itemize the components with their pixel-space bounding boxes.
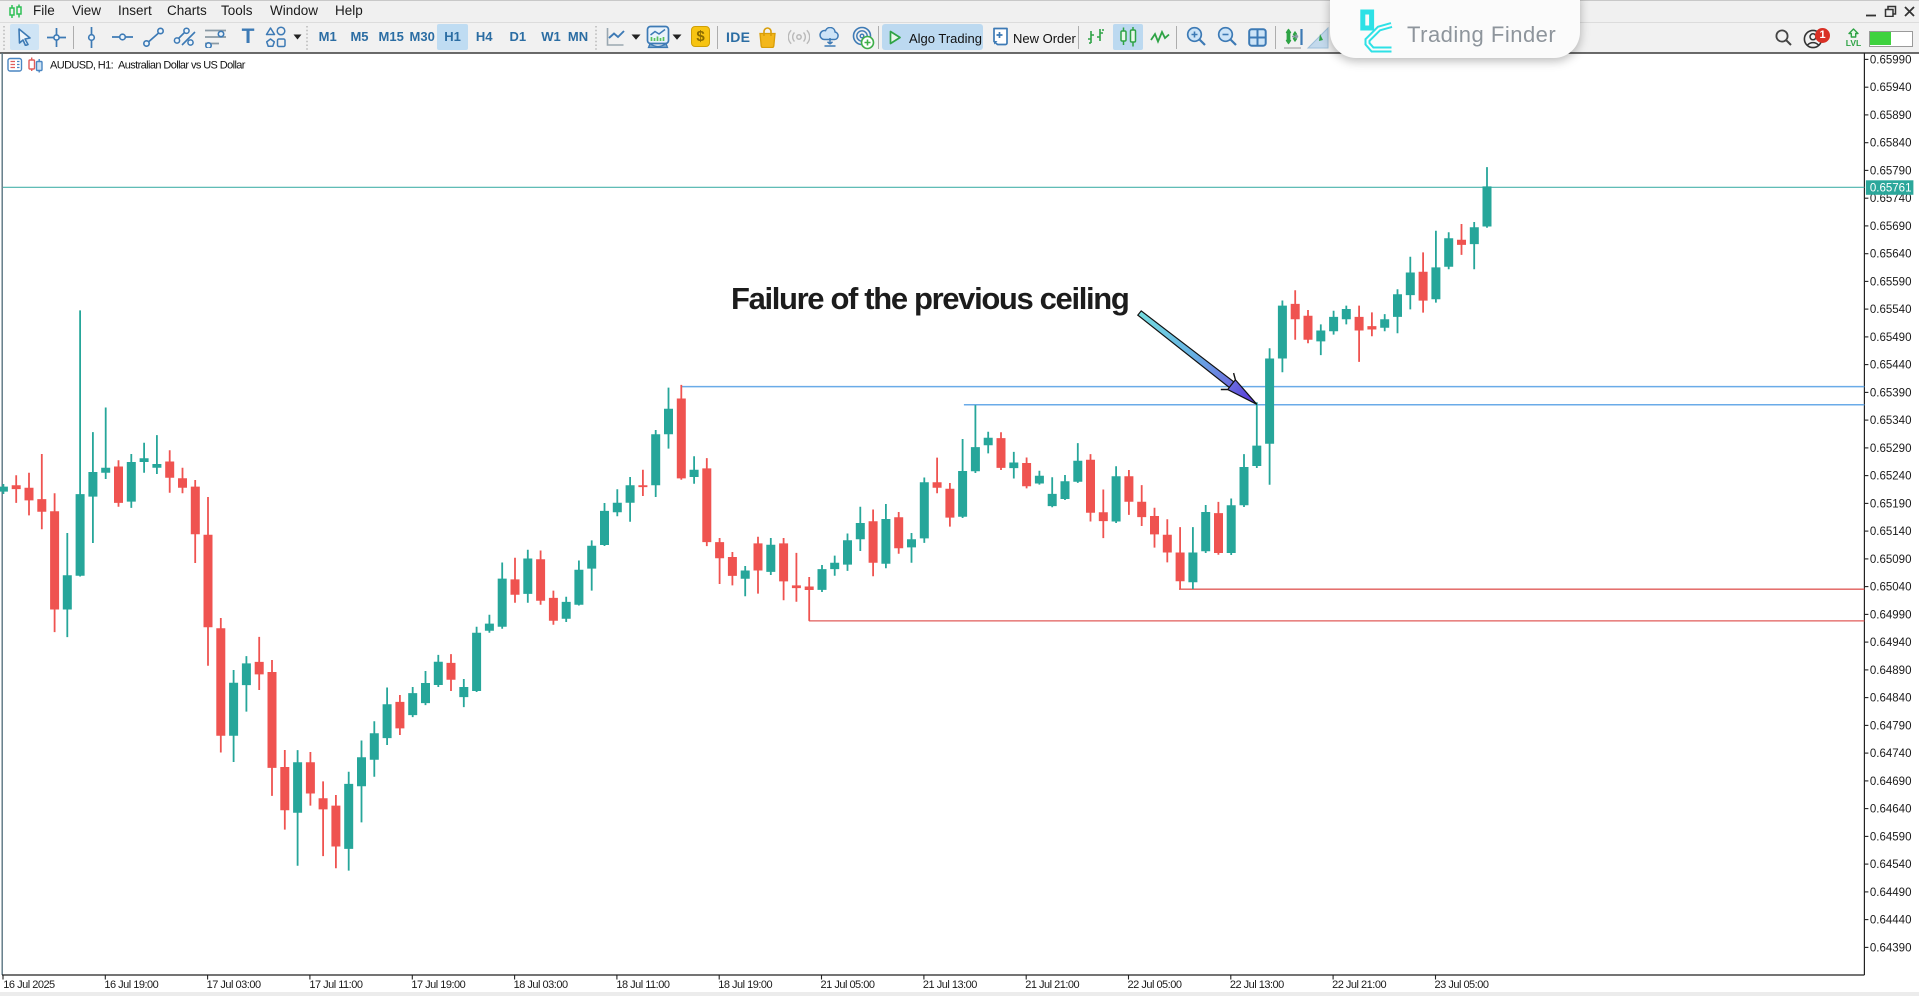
svg-text:0.65840: 0.65840 [1870,138,1912,150]
svg-text:0.65390: 0.65390 [1870,387,1912,399]
svg-text:0.64740: 0.64740 [1870,748,1912,760]
svg-text:0.64690: 0.64690 [1870,776,1912,788]
svg-text:0.65690: 0.65690 [1870,221,1912,233]
svg-text:22 Jul 05:00: 22 Jul 05:00 [1128,979,1182,991]
svg-text:0.65990: 0.65990 [1870,54,1912,66]
svg-text:LVL: LVL [1846,38,1861,47]
svg-text:23 Jul 05:00: 23 Jul 05:00 [1435,979,1489,991]
svg-text:18 Jul 11:00: 18 Jul 11:00 [616,979,670,991]
svg-text:0.64390: 0.64390 [1870,942,1912,954]
svg-text:0.65090: 0.65090 [1870,554,1912,566]
svg-text:0.65240: 0.65240 [1870,471,1912,483]
svg-text:0.64590: 0.64590 [1870,831,1912,843]
svg-text:0.65890: 0.65890 [1870,110,1912,122]
svg-text:22 Jul 21:00: 22 Jul 21:00 [1332,979,1386,991]
svg-text:0.64490: 0.64490 [1870,887,1912,899]
svg-text:22 Jul 13:00: 22 Jul 13:00 [1230,979,1284,991]
svg-text:0.64540: 0.64540 [1870,859,1912,871]
svg-text:17 Jul 03:00: 17 Jul 03:00 [207,979,261,991]
svg-text:0.65190: 0.65190 [1870,498,1912,510]
svg-text:21 Jul 21:00: 21 Jul 21:00 [1025,979,1079,991]
svg-text:18 Jul 19:00: 18 Jul 19:00 [718,979,772,991]
svg-text:17 Jul 11:00: 17 Jul 11:00 [309,979,363,991]
svg-text:0.65490: 0.65490 [1870,332,1912,344]
svg-text:0.65140: 0.65140 [1870,526,1912,538]
svg-text:0.65440: 0.65440 [1870,360,1912,372]
svg-text:0.64940: 0.64940 [1870,637,1912,649]
svg-text:Failure of the previous ceilin: Failure of the previous ceiling [731,281,1128,316]
svg-text:18 Jul 03:00: 18 Jul 03:00 [514,979,568,991]
svg-text:0.65340: 0.65340 [1870,415,1912,427]
svg-text:0.65540: 0.65540 [1870,304,1912,316]
svg-text:0.65740: 0.65740 [1870,193,1912,205]
svg-text:0.65590: 0.65590 [1870,276,1912,288]
svg-text:0.65290: 0.65290 [1870,443,1912,455]
svg-text:0.64990: 0.64990 [1870,609,1912,621]
svg-text:AUDUSD, H1: Australian Dollar: AUDUSD, H1: Australian Dollar vs US Doll… [50,60,246,72]
svg-text:17 Jul 19:00: 17 Jul 19:00 [411,979,465,991]
svg-text:0.64640: 0.64640 [1870,804,1912,816]
svg-text:0.64440: 0.64440 [1870,915,1912,927]
svg-text:21 Jul 13:00: 21 Jul 13:00 [923,979,977,991]
svg-text:16 Jul 19:00: 16 Jul 19:00 [104,979,158,991]
svg-text:0.64890: 0.64890 [1870,665,1912,677]
svg-text:0.65040: 0.65040 [1870,582,1912,594]
svg-text:0.64840: 0.64840 [1870,693,1912,705]
svg-text:0.65761: 0.65761 [1870,183,1912,195]
svg-text:0.65940: 0.65940 [1870,82,1912,94]
svg-text:0.65790: 0.65790 [1870,165,1912,177]
svg-text:16 Jul 2025: 16 Jul 2025 [3,979,55,991]
svg-text:0.65640: 0.65640 [1870,249,1912,261]
svg-text:0.64790: 0.64790 [1870,720,1912,732]
svg-text:21 Jul 05:00: 21 Jul 05:00 [821,979,875,991]
